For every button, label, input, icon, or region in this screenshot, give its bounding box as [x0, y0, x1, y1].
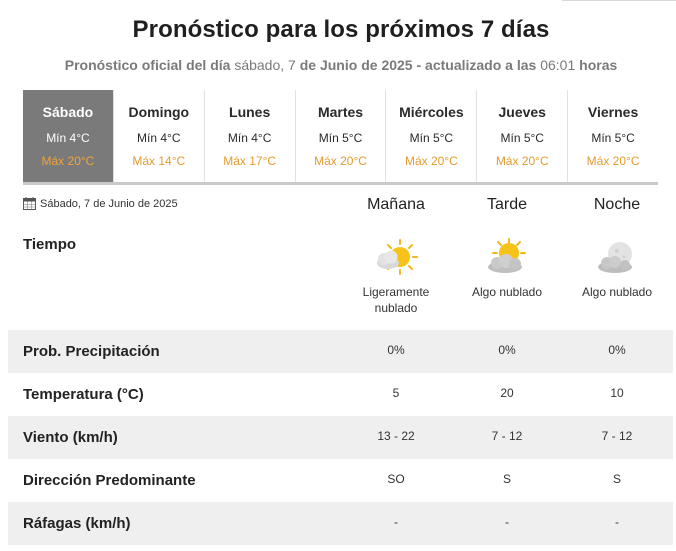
sun-cloud-icon [377, 239, 418, 275]
value-manana: 13 - 22 [377, 429, 415, 443]
weather-desc-line2: nublado [374, 301, 418, 315]
day-name: Viernes [587, 104, 639, 120]
day-max-temp: Máx 20°C [314, 154, 367, 168]
day-tab-viernes[interactable]: Viernes Mín 5°C Máx 20°C [568, 90, 659, 182]
day-max-temp: Máx 20°C [404, 154, 458, 168]
day-tab-miercoles[interactable]: Miércoles Mín 5°C Máx 20°C [386, 90, 478, 182]
page-subtitle: Pronóstico oficial del día sábado, 7 de … [64, 57, 618, 73]
calendar-icon [23, 197, 36, 210]
top-divider [562, 0, 676, 4]
row-rafagas: Ráfagas (km/h) - - - [8, 502, 673, 545]
subtitle-month: Junio [319, 57, 358, 73]
weather-desc-line1: Algo nublado [581, 285, 653, 299]
subtitle-updated: - actualizado a las [416, 57, 537, 73]
day-name: Miércoles [399, 104, 464, 120]
value-tarde: - [505, 515, 509, 529]
day-min-temp: Mín 5°C [318, 131, 363, 145]
detail-date-text: Sábado, 7 de Junio de 2025 [40, 197, 178, 210]
value-manana: 5 [392, 386, 400, 400]
subtitle-day: 7 [288, 57, 296, 73]
value-noche: 10 [610, 386, 624, 400]
period-tarde: Tarde [486, 196, 528, 213]
row-temperatura: Temperatura (°C) 5 20 10 [8, 373, 673, 416]
day-max-temp: Máx 20°C [495, 154, 549, 168]
day-min-temp: Mín 5°C [591, 131, 635, 145]
value-tarde: 7 - 12 [491, 429, 523, 443]
day-max-temp: Máx 20°C [586, 154, 640, 168]
row-label: Viento (km/h) [23, 429, 118, 446]
row-direccion: Dirección Predominante SO S S [8, 459, 673, 502]
value-tarde: 20 [500, 386, 514, 400]
day-min-temp: Mín 5°C [500, 131, 544, 145]
subtitle-weekday: sábado [234, 57, 281, 73]
day-name: Martes [317, 104, 364, 120]
day-tab-domingo[interactable]: Domingo Mín 4°C Máx 14°C [113, 90, 205, 182]
day-tab-martes[interactable]: Martes Mín 5°C Máx 20°C [295, 90, 387, 182]
subtitle-hours: horas [579, 57, 618, 73]
day-name: Domingo [128, 104, 190, 120]
day-min-temp: Mín 4°C [137, 131, 181, 145]
day-name: Sábado [42, 104, 94, 120]
row-viento: Viento (km/h) 13 - 22 7 - 12 7 - 12 [8, 416, 673, 459]
day-tab-jueves[interactable]: Jueves Mín 5°C Máx 20°C [477, 90, 569, 182]
value-tarde: 0% [498, 343, 516, 357]
day-min-temp: Mín 5°C [409, 131, 454, 145]
period-manana: Mañana [367, 196, 425, 213]
value-manana: - [394, 515, 398, 529]
day-tab-lunes[interactable]: Lunes Mín 4°C Máx 17°C [204, 90, 296, 182]
row-precipitacion: Prob. Precipitación 0% 0% 0% [8, 330, 673, 373]
subtitle-time: 06:01 [540, 57, 576, 73]
value-noche: - [615, 515, 619, 529]
day-max-temp: Máx 20°C [41, 154, 95, 168]
value-tarde: S [502, 472, 511, 486]
subtitle-de-2: de [361, 57, 378, 73]
weather-desc-line1: Algo nublado [471, 285, 543, 299]
row-label: Prob. Precipitación [23, 343, 160, 360]
row-label: Ráfagas (km/h) [23, 515, 131, 532]
day-name: Jueves [498, 104, 546, 120]
detail-date: Sábado, 7 de Junio de 2025 [23, 197, 178, 210]
day-tabs: Sábado Mín 4°C Máx 20°C Domingo Mín 4°C … [23, 90, 659, 185]
weather-noche: Algo nublado [562, 238, 672, 300]
sun-cloud-icon [488, 238, 526, 273]
subtitle-year: 2025 [381, 57, 413, 73]
day-min-temp: Mín 4°C [46, 131, 90, 145]
period-noche: Noche [593, 196, 641, 213]
day-max-temp: Máx 17°C [223, 154, 277, 168]
row-label: Dirección Predominante [23, 472, 196, 489]
value-manana: 0% [387, 343, 405, 357]
weather-desc-line1: Ligeramente [362, 285, 430, 299]
moon-cloud-icon [598, 242, 632, 273]
day-tab-sabado[interactable]: Sábado Mín 4°C Máx 20°C [23, 90, 114, 182]
page-title: Pronóstico para los próximos 7 días [132, 16, 550, 43]
day-name: Lunes [229, 104, 271, 120]
value-noche: 0% [608, 343, 626, 357]
day-min-temp: Mín 4°C [227, 131, 272, 145]
tiempo-label: Tiempo [23, 236, 77, 253]
value-noche: S [612, 472, 621, 486]
day-max-temp: Máx 14°C [132, 154, 186, 168]
weather-manana: Ligeramente nublado [341, 238, 451, 316]
value-noche: 7 - 12 [601, 429, 633, 443]
subtitle-prefix: Pronóstico oficial del día [64, 57, 231, 73]
value-manana: SO [387, 472, 405, 486]
subtitle-de-1: de [299, 57, 317, 73]
weather-tarde: Algo nublado [452, 238, 562, 300]
row-label: Temperatura (°C) [23, 386, 144, 403]
